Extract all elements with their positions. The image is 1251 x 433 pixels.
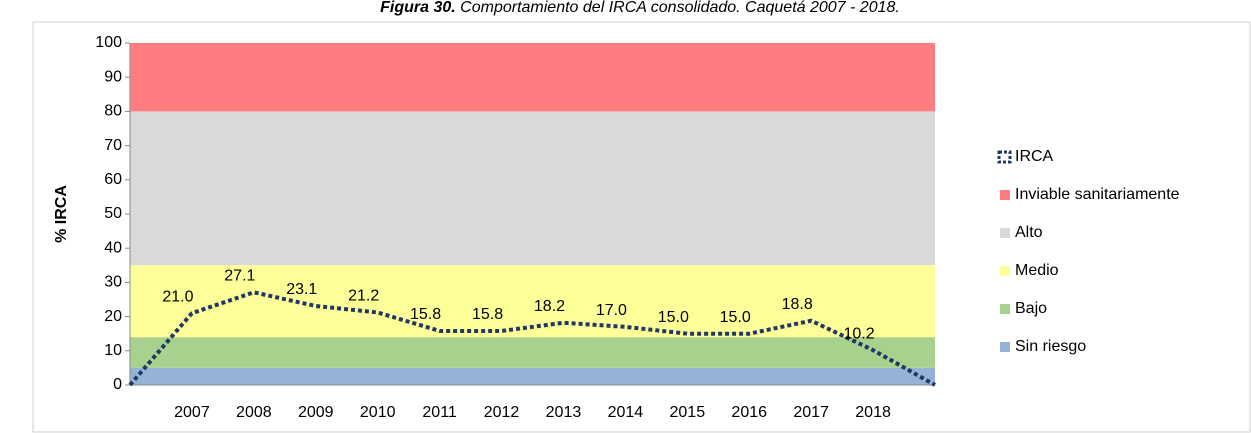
y-tick-label: 70 bbox=[104, 137, 122, 154]
data-label: 10.2 bbox=[844, 325, 875, 342]
x-tick-label: 2017 bbox=[793, 404, 829, 421]
data-label: 27.1 bbox=[224, 268, 255, 285]
x-tick-label: 2014 bbox=[608, 404, 644, 421]
legend-label: Inviable sanitariamente bbox=[1015, 186, 1180, 203]
y-tick-label: 100 bbox=[95, 34, 122, 51]
chart-frame bbox=[32, 21, 1251, 433]
area-band bbox=[130, 337, 935, 368]
data-label: 15.8 bbox=[410, 306, 441, 323]
y-tick-label: 50 bbox=[104, 205, 122, 222]
data-label: 23.1 bbox=[286, 281, 317, 298]
x-tick-label: 2011 bbox=[422, 404, 457, 421]
irca-line bbox=[128, 290, 936, 387]
legend-label: Bajo bbox=[1015, 300, 1047, 317]
y-axis-label: % IRCA bbox=[53, 185, 70, 243]
area-band bbox=[130, 367, 935, 385]
legend-label: IRCA bbox=[1015, 148, 1054, 165]
y-tick-label: 40 bbox=[104, 239, 122, 256]
title-text: Comportamiento del IRCA consolidado. Caq… bbox=[460, 0, 900, 16]
y-tick-label: 80 bbox=[104, 103, 122, 120]
y-tick-label: 20 bbox=[104, 308, 122, 325]
x-tick-label: 2013 bbox=[546, 404, 582, 421]
legend-label: Sin riesgo bbox=[1015, 338, 1086, 355]
data-label: 17.0 bbox=[596, 302, 627, 319]
x-tick-label: 2010 bbox=[360, 404, 396, 421]
title-label: Figura 30. bbox=[380, 0, 456, 16]
y-tick-label: 30 bbox=[104, 274, 122, 291]
x-tick-label: 2007 bbox=[174, 404, 210, 421]
x-tick-label: 2012 bbox=[484, 404, 520, 421]
area-band bbox=[130, 43, 935, 112]
legend-swatch bbox=[1000, 190, 1010, 200]
legend-label: Alto bbox=[1015, 224, 1043, 241]
y-tick-label: 60 bbox=[104, 171, 122, 188]
y-tick-label: 10 bbox=[104, 342, 122, 359]
chart-title: Figura 30. Comportamiento del IRCA conso… bbox=[380, 0, 900, 16]
x-tick-label: 2016 bbox=[731, 404, 767, 421]
data-label: 15.0 bbox=[658, 309, 689, 326]
y-tick-label: 90 bbox=[104, 68, 122, 85]
x-tick-label: 2015 bbox=[670, 404, 706, 421]
y-tick-label: 0 bbox=[113, 376, 122, 393]
legend-swatch bbox=[1000, 266, 1010, 276]
x-tick-label: 2009 bbox=[298, 404, 334, 421]
data-label: 21.2 bbox=[348, 288, 379, 305]
data-label: 15.0 bbox=[720, 309, 751, 326]
legend-swatch bbox=[1000, 304, 1010, 314]
data-label: 15.8 bbox=[472, 306, 503, 323]
legend-swatch bbox=[1000, 228, 1010, 238]
x-tick-label: 2008 bbox=[236, 404, 272, 421]
data-label: 21.0 bbox=[162, 288, 193, 305]
x-tick-label: 2018 bbox=[855, 404, 891, 421]
data-label: 18.8 bbox=[782, 296, 813, 313]
area-band bbox=[130, 111, 935, 266]
legend-label: Medio bbox=[1015, 262, 1059, 279]
legend-swatch bbox=[1000, 342, 1010, 352]
area-band bbox=[130, 265, 935, 338]
data-label: 18.2 bbox=[534, 298, 565, 315]
legend-swatch bbox=[997, 150, 1012, 164]
